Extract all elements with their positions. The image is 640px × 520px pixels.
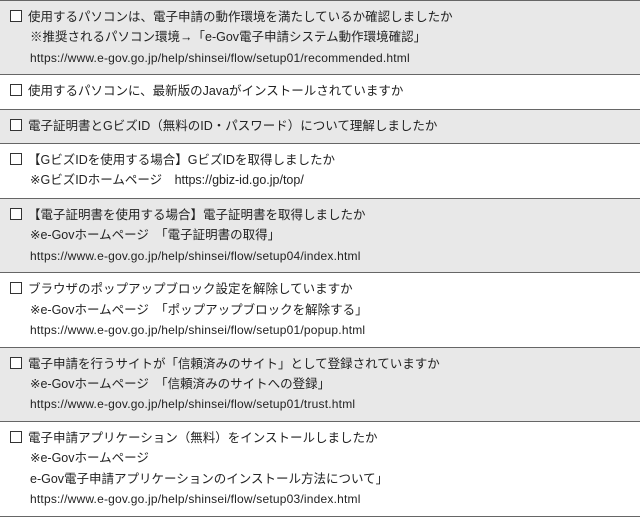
checklist-item: 電子申請を行うサイトが「信頼済みのサイト」として登録されていますか※e-Govホ… [0, 348, 640, 422]
item-note: ※e-Govホームページ [10, 449, 630, 468]
checklist-item: ブラウザのポップアップブロック設定を解除していますか ※e-Govホームページ 「… [0, 273, 640, 347]
item-note: ※e-Govホームページ 「電子証明書の取得」 [10, 226, 630, 245]
checkbox-icon[interactable] [10, 357, 22, 369]
item-head: 使用するパソコンは、電子申請の動作環境を満たしているか確認しましたか [10, 8, 630, 27]
item-note: ※e-Govホームページ 「ポップアップブロックを解除する」 [10, 301, 630, 320]
checklist-item: 電子申請アプリケーション（無料）をインストールしましたか※e-Govホームページ… [0, 422, 640, 517]
item-question: 使用するパソコンに、最新版のJavaがインストールされていますか [28, 82, 630, 101]
item-question: 使用するパソコンは、電子申請の動作環境を満たしているか確認しましたか [28, 8, 630, 27]
item-question: 電子証明書とGビズID（無料のID・パスワード）について理解しましたか [28, 117, 630, 136]
checkbox-icon[interactable] [10, 10, 22, 22]
item-url: https://www.e-gov.go.jp/help/shinsei/flo… [10, 395, 630, 414]
item-question: 【電子証明書を使用する場合】電子証明書を取得しましたか [28, 206, 630, 225]
item-url: https://www.e-gov.go.jp/help/shinsei/flo… [10, 247, 630, 266]
checkbox-icon[interactable] [10, 84, 22, 96]
item-head: 【GビズIDを使用する場合】GビズIDを取得しましたか [10, 151, 630, 170]
item-head: 【電子証明書を使用する場合】電子証明書を取得しましたか [10, 206, 630, 225]
item-url: https://www.e-gov.go.jp/help/shinsei/flo… [10, 49, 630, 68]
item-question: 電子申請アプリケーション（無料）をインストールしましたか [28, 429, 630, 448]
item-head: 使用するパソコンに、最新版のJavaがインストールされていますか [10, 82, 630, 101]
item-question: 電子申請を行うサイトが「信頼済みのサイト」として登録されていますか [28, 355, 630, 374]
item-url: https://www.e-gov.go.jp/help/shinsei/flo… [10, 321, 630, 340]
item-head: 電子申請アプリケーション（無料）をインストールしましたか [10, 429, 630, 448]
item-note: ※e-Govホームページ 「信頼済みのサイトへの登録」 [10, 375, 630, 394]
item-head: 電子申請を行うサイトが「信頼済みのサイト」として登録されていますか [10, 355, 630, 374]
checklist-item: 使用するパソコンは、電子申請の動作環境を満たしているか確認しましたか※推奨される… [0, 1, 640, 75]
checkbox-icon[interactable] [10, 119, 22, 131]
checkbox-icon[interactable] [10, 153, 22, 165]
checklist-item: 【電子証明書を使用する場合】電子証明書を取得しましたか※e-Govホームページ … [0, 199, 640, 273]
item-question: 【GビズIDを使用する場合】GビズIDを取得しましたか [28, 151, 630, 170]
checklist-item: 電子証明書とGビズID（無料のID・パスワード）について理解しましたか [0, 110, 640, 144]
checkbox-icon[interactable] [10, 208, 22, 220]
item-head: ブラウザのポップアップブロック設定を解除していますか [10, 280, 630, 299]
item-head: 電子証明書とGビズID（無料のID・パスワード）について理解しましたか [10, 117, 630, 136]
item-note: ※GビズIDホームページ https://gbiz-id.go.jp/top/ [10, 171, 630, 190]
item-note: e-Gov電子申請アプリケーションのインストール方法について」 [10, 470, 630, 489]
checklist: 使用するパソコンは、電子申請の動作環境を満たしているか確認しましたか※推奨される… [0, 0, 640, 517]
checklist-item: 【GビズIDを使用する場合】GビズIDを取得しましたか※GビズIDホームページ … [0, 144, 640, 199]
checkbox-icon[interactable] [10, 431, 22, 443]
item-question: ブラウザのポップアップブロック設定を解除していますか [28, 280, 630, 299]
item-url: https://www.e-gov.go.jp/help/shinsei/flo… [10, 490, 630, 509]
checkbox-icon[interactable] [10, 282, 22, 294]
item-note: ※推奨されるパソコン環境→「e-Gov電子申請システム動作環境確認」 [10, 28, 630, 47]
checklist-item: 使用するパソコンに、最新版のJavaがインストールされていますか [0, 75, 640, 109]
